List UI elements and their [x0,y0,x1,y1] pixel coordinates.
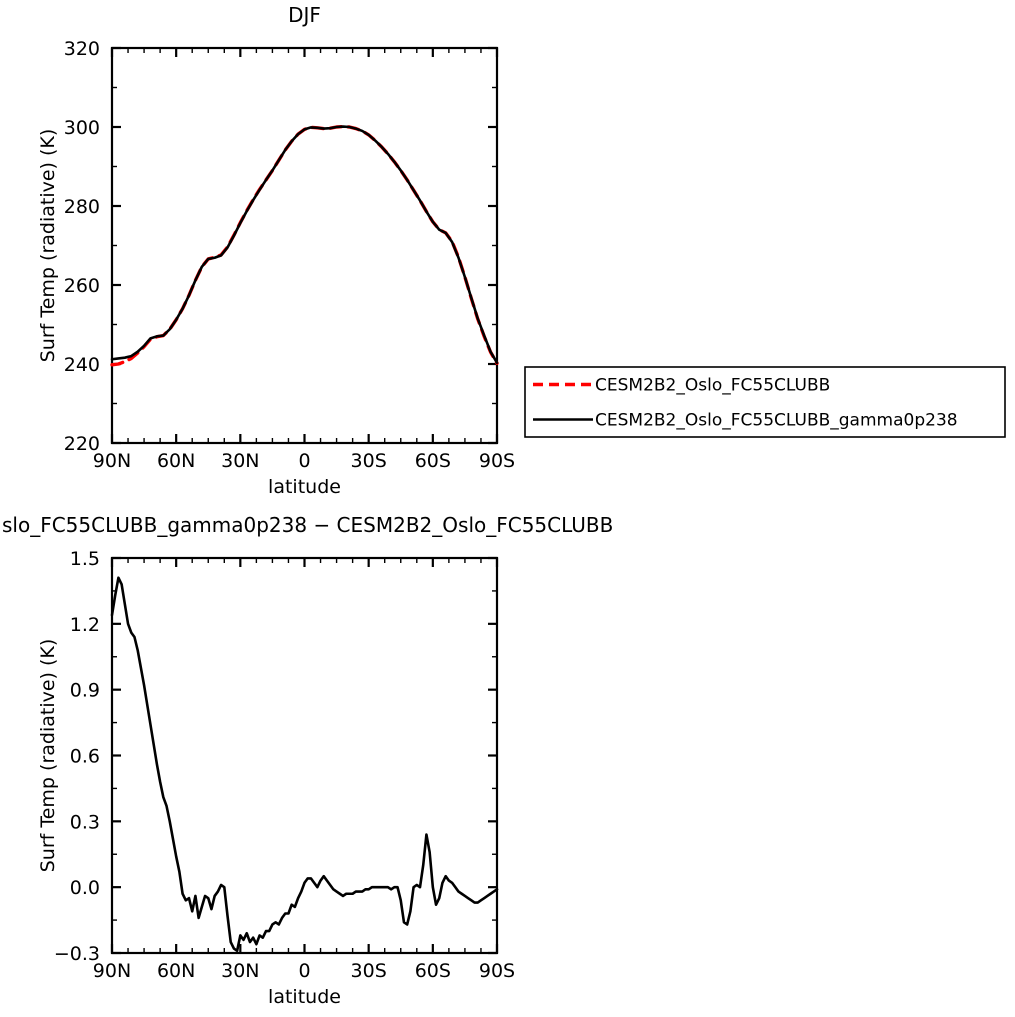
legend-label-2: CESM2B2_Oslo_FC55CLUBB_gamma0p238 [595,411,958,431]
panel-top-ylabel: Surf Temp (radiative) (K) [37,129,59,363]
x-tick-label: 90N [93,960,131,982]
x-tick-label: 30N [221,450,259,472]
y-tick-label: −0.3 [54,943,100,965]
x-tick-label: 60S [415,450,451,472]
y-tick-label: 0.3 [70,811,100,833]
panel-diff-ylabel: Surf Temp (radiative) (K) [37,639,59,873]
x-tick-label: 90S [479,960,515,982]
series-2-line [110,125,499,365]
y-tick-label: 260 [64,275,100,297]
x-tick-label: 0 [298,450,310,472]
x-tick-label: 90S [479,450,515,472]
panel-diff-title: slo_FC55CLUBB_gamma0p238 − CESM2B2_Oslo_… [2,513,613,537]
y-tick-label: 220 [64,433,100,455]
panel-diff: 90N 60N 30N 0 30S 60S 90S −0.3 0.0 0.3 0.6 0.9 1.2 1.… [37,548,515,1008]
y-tick-label: 1.2 [70,614,100,636]
y-tick-label: 280 [64,196,100,218]
y-tick-label: 320 [64,38,100,60]
x-tick-label: 60N [157,960,195,982]
x-tick-label: 30S [351,450,387,472]
series-1-line [110,576,499,953]
y-tick-label: 0.0 [70,877,100,899]
x-tick-label: 60S [415,960,451,982]
panel-top-title: DJF [288,3,321,27]
panel-top: 90N 60N 30N 0 30S 60S 90S 220 240 260 280 300 320 lat… [37,38,515,498]
x-tick-label: 0 [298,960,310,982]
legend: CESM2B2_Oslo_FC55CLUBB CESM2B2_Oslo_FC55C… [524,366,1006,438]
x-tick-label: 90N [93,450,131,472]
x-tick-label: 30N [221,960,259,982]
y-tick-label: 1.5 [70,548,100,570]
legend-box [524,366,1006,438]
y-tick-label: 0.9 [70,680,100,702]
x-tick-label: 30S [351,960,387,982]
y-tick-label: 0.6 [70,746,100,768]
legend-label-1: CESM2B2_Oslo_FC55CLUBB [595,376,830,396]
panel-top-frame [110,46,499,445]
panel-top-xlabel: latitude [268,476,341,498]
panel-diff-xlabel: latitude [268,986,341,1008]
x-tick-label: 60N [157,450,195,472]
y-tick-label: 240 [64,354,100,376]
y-tick-label: 300 [64,117,100,139]
